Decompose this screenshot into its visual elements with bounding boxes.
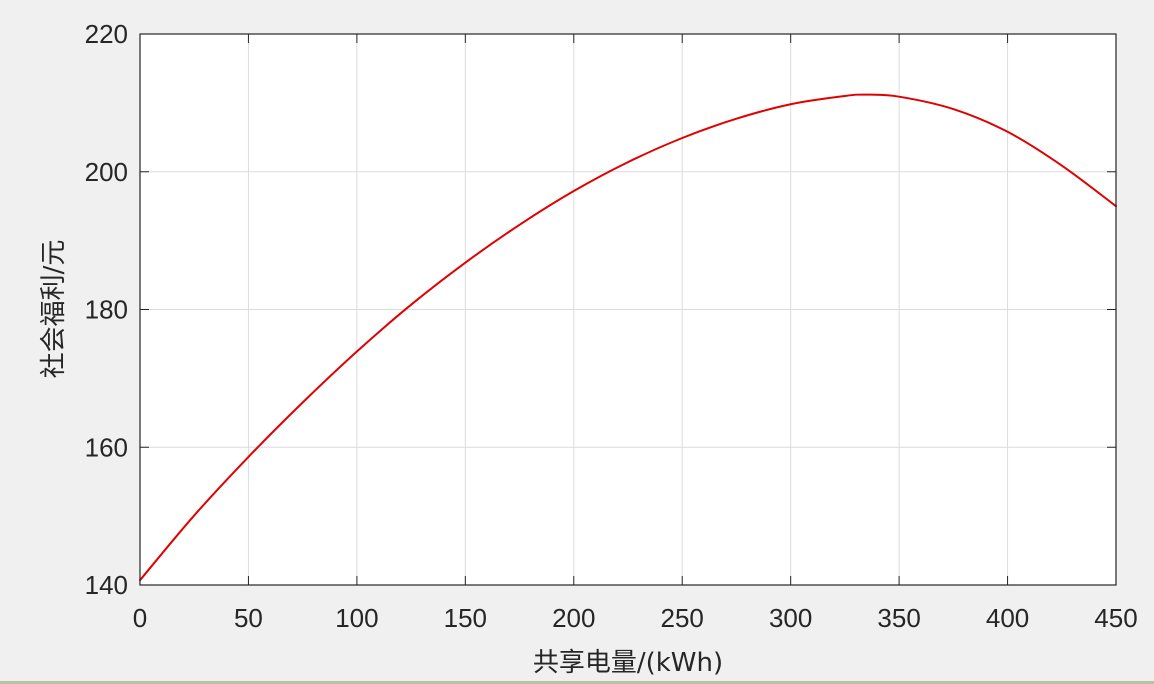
x-axis-label: 共享电量/(kWh) — [533, 648, 723, 678]
y-tick-label: 220 — [85, 19, 128, 49]
y-tick-label: 160 — [85, 432, 128, 462]
x-tick-labels: 0 50 100 150 200 250 300 350 400 450 — [133, 603, 1138, 633]
axis-ticks — [139, 33, 1117, 586]
series-line — [139, 93, 1117, 582]
y-tick-label: 140 — [85, 570, 128, 600]
x-tick-label: 0 — [133, 603, 147, 633]
x-tick-label: 300 — [769, 603, 812, 633]
x-tick-label: 150 — [444, 603, 487, 633]
series-layer — [139, 93, 1117, 582]
x-tick-label: 400 — [986, 603, 1029, 633]
x-tick-label: 450 — [1094, 603, 1137, 633]
x-tick-label: 200 — [552, 603, 595, 633]
grid-lines — [140, 34, 1116, 585]
y-axis-label: 社会福利/元 — [39, 240, 69, 379]
y-tick-label: 180 — [85, 295, 128, 325]
x-tick-label: 350 — [877, 603, 920, 633]
window-bottom-border — [0, 681, 1154, 684]
x-tick-label: 50 — [234, 603, 263, 633]
x-tick-label: 100 — [335, 603, 378, 633]
y-tick-labels: 140 160 180 200 220 — [85, 19, 128, 600]
x-tick-label: 250 — [661, 603, 704, 633]
y-tick-label: 200 — [85, 157, 128, 187]
